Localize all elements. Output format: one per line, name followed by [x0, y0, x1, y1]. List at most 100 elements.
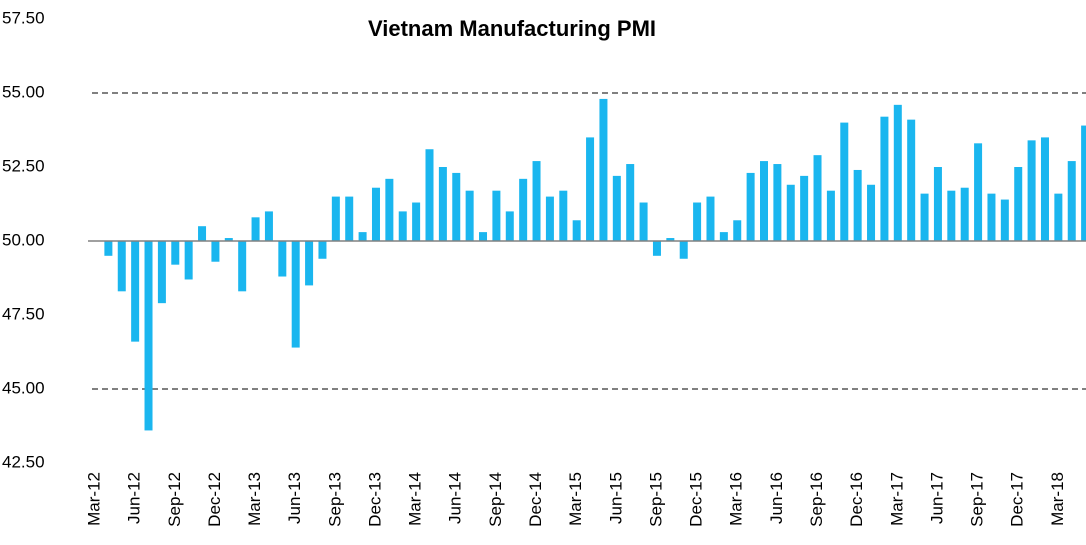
bar	[773, 164, 782, 241]
bar	[251, 217, 260, 241]
x-tick-label: Mar-18	[1048, 472, 1067, 526]
y-tick-label: 55.00	[2, 82, 45, 101]
bar	[800, 175, 809, 241]
bar	[238, 241, 247, 292]
bar	[438, 167, 447, 241]
bar	[679, 241, 688, 259]
bar	[532, 161, 541, 241]
bar	[398, 211, 407, 241]
bar	[278, 241, 287, 277]
bar	[144, 241, 153, 431]
y-tick-label: 50.00	[2, 230, 45, 249]
x-tick-label: Sep-12	[165, 472, 184, 527]
chart-title: Vietnam Manufacturing PMI	[368, 16, 656, 41]
bar	[960, 187, 969, 241]
x-tick-label: Mar-12	[84, 472, 103, 526]
y-tick-label: 52.50	[2, 156, 45, 175]
bar	[1081, 125, 1086, 241]
bar	[706, 196, 715, 241]
bar	[693, 202, 702, 241]
bar	[345, 196, 354, 241]
x-tick-label: Jun-15	[606, 472, 625, 524]
bar	[559, 190, 568, 241]
bar	[586, 137, 595, 241]
bar	[666, 238, 675, 241]
bar	[933, 167, 942, 241]
x-tick-label: Mar-16	[727, 472, 746, 526]
x-tick-label: Mar-14	[406, 472, 425, 526]
bar	[224, 238, 233, 241]
bar	[987, 193, 996, 241]
bar	[545, 196, 554, 241]
x-tick-label: Sep-17	[968, 472, 987, 527]
x-tick-label: Sep-16	[807, 472, 826, 527]
bar	[1014, 167, 1023, 241]
bar	[131, 241, 140, 342]
bar	[867, 184, 876, 241]
bar	[331, 196, 340, 241]
x-tick-label: Dec-17	[1008, 472, 1027, 527]
x-tick-label: Jun-14	[446, 472, 465, 524]
x-tick-label: Dec-13	[365, 472, 384, 527]
bar	[1027, 140, 1036, 241]
bar	[211, 241, 220, 262]
bar	[104, 241, 113, 256]
y-tick-label: 57.50	[2, 8, 45, 27]
x-tick-label: Jun-13	[285, 472, 304, 524]
bar	[465, 190, 474, 241]
x-tick-label: Dec-16	[847, 472, 866, 527]
bar	[479, 232, 488, 241]
bar	[612, 175, 621, 241]
x-tick-label: Dec-15	[687, 472, 706, 527]
bar	[719, 232, 728, 241]
bar	[826, 190, 835, 241]
bar	[760, 161, 768, 241]
bar	[492, 190, 501, 241]
bar	[1040, 137, 1049, 241]
x-tick-label: Dec-14	[526, 472, 545, 527]
x-tick-label: Mar-13	[245, 472, 264, 526]
x-tick-label: Jun-17	[927, 472, 946, 524]
bar	[385, 178, 394, 241]
bar	[412, 202, 421, 241]
bar	[171, 241, 180, 265]
bar	[198, 226, 207, 241]
x-tick-label: Sep-14	[486, 472, 505, 527]
bar	[452, 172, 461, 241]
bar	[1000, 199, 1009, 241]
x-tick-label: Jun-12	[125, 472, 144, 524]
y-tick-label: 42.50	[2, 452, 45, 471]
bar	[746, 172, 755, 241]
bar	[358, 232, 367, 241]
bar	[639, 202, 648, 241]
x-tick-label: Mar-17	[887, 472, 906, 526]
y-tick-label: 47.50	[2, 304, 45, 323]
bar	[1054, 193, 1063, 241]
bar	[519, 178, 528, 241]
bar	[318, 241, 327, 259]
x-tick-label: Sep-13	[325, 472, 344, 527]
bar	[786, 184, 795, 241]
bar	[626, 164, 635, 241]
bar	[1067, 161, 1076, 241]
bar	[733, 220, 742, 241]
bar	[974, 143, 983, 241]
bar	[505, 211, 514, 241]
bar	[291, 241, 300, 348]
bar	[184, 241, 193, 280]
x-tick-label: Jun-16	[767, 472, 786, 524]
y-tick-label: 45.00	[2, 378, 45, 397]
bar	[947, 190, 956, 241]
x-tick-label: Dec-12	[205, 472, 224, 527]
bar	[425, 149, 434, 241]
bar	[840, 122, 849, 241]
bar	[157, 241, 166, 304]
bar	[572, 220, 581, 241]
bar	[920, 193, 929, 241]
bar	[853, 169, 862, 241]
bar	[893, 104, 902, 241]
bar	[599, 98, 608, 241]
bar	[305, 241, 314, 286]
bar	[907, 119, 916, 241]
